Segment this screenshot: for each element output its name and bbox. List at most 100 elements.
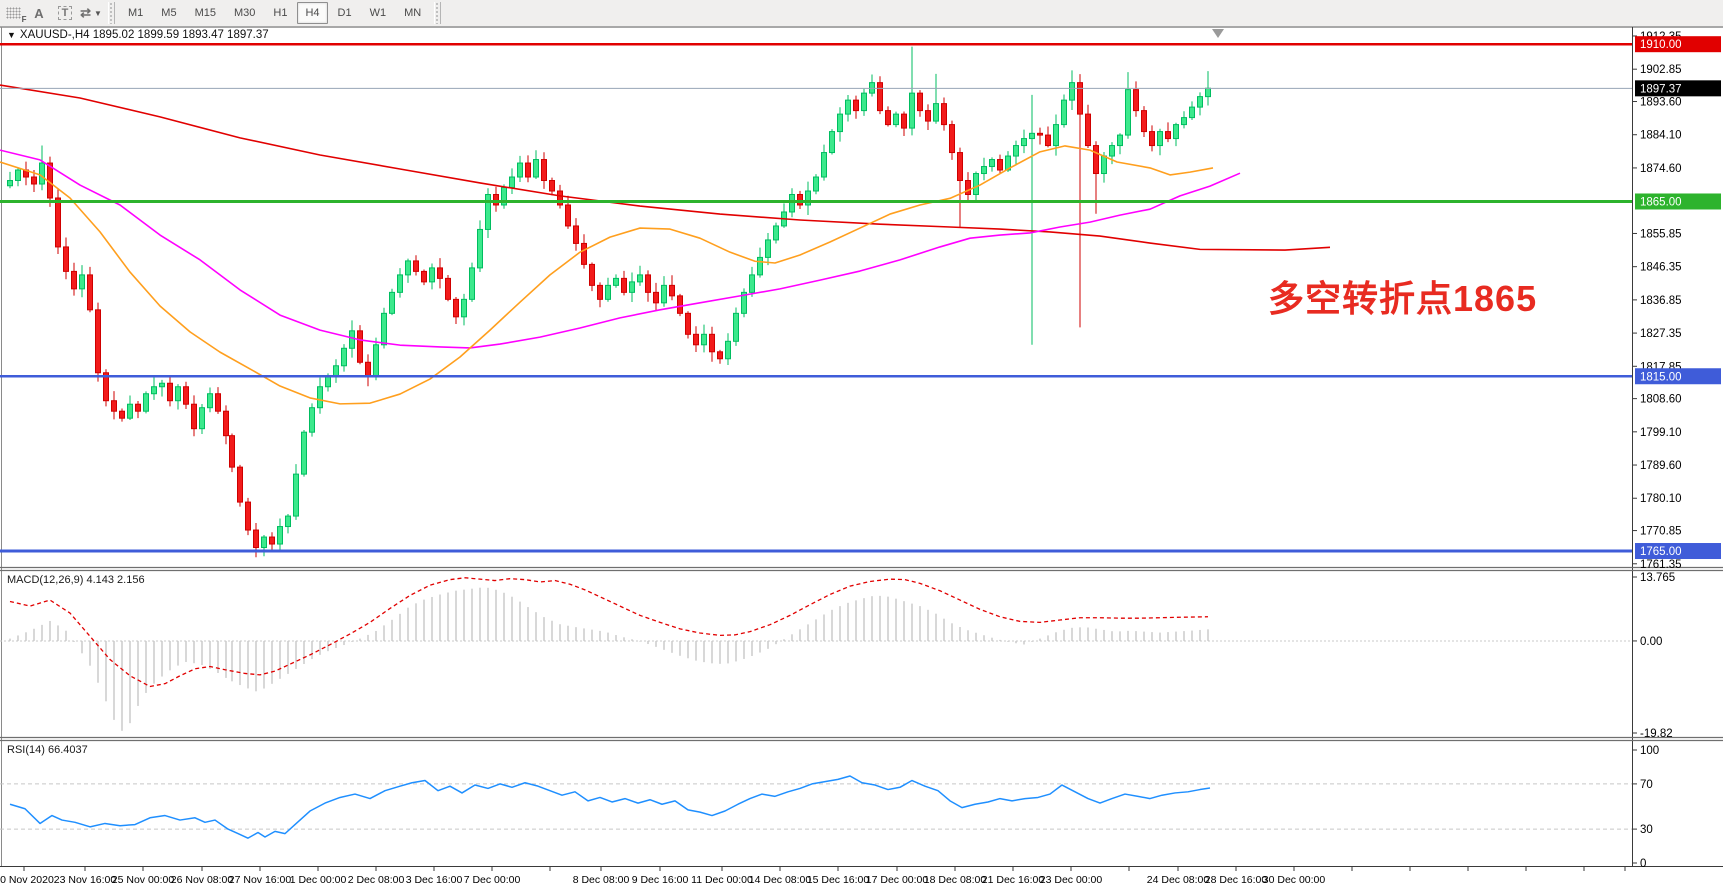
timeframe-button-m30[interactable]: M30 [233,7,256,19]
timeframe-button-h4[interactable]: H4 [297,2,328,24]
candle [757,256,763,276]
moving-averages [0,84,1331,405]
candle [853,99,859,112]
horizontal-lines [0,42,1632,553]
candle [597,284,603,300]
svg-text:1 Dec 00:00: 1 Dec 00:00 [290,874,347,886]
candle [813,176,819,192]
candle [1093,145,1099,175]
price-badge-1765.00: 1765.00 [1635,543,1721,560]
candle [1013,145,1019,157]
candle [437,267,443,279]
candle [989,159,995,168]
candle [789,193,795,213]
candle [245,501,251,531]
candle [885,110,891,126]
candle [941,103,947,126]
candle [1109,145,1115,157]
timeframe-button-h1[interactable]: H1 [273,7,288,19]
timeframe-button-m15[interactable]: M15 [194,7,216,19]
svg-text:0.00: 0.00 [1640,636,1662,648]
candle [55,197,61,248]
candle [485,193,491,230]
candle [191,403,197,430]
candle [261,536,267,549]
candle [199,407,205,430]
candle [445,277,451,300]
svg-text:1765.00: 1765.00 [1640,546,1682,558]
svg-text:1884.10: 1884.10 [1640,130,1682,142]
timeframe-button-m1[interactable]: M1 [128,7,144,19]
svg-text:1874.60: 1874.60 [1640,163,1682,175]
candle [71,270,77,290]
candle [63,246,69,272]
candle [373,344,379,377]
indicator-grid-f-icon[interactable]: F [1,3,27,24]
candle [119,410,125,419]
candle [1045,134,1051,147]
toolbar-separator [434,2,442,24]
svg-text:20 Nov 2020: 20 Nov 2020 [0,874,54,886]
candle [1125,89,1131,136]
svg-text:1893.60: 1893.60 [1640,97,1682,109]
candle [175,386,181,402]
chart-shift-marker-icon[interactable] [1212,29,1224,38]
cursor-mode-icon[interactable]: ⇄ ▼ [80,5,102,20]
svg-text:27 Nov 16:00: 27 Nov 16:00 [229,874,292,886]
svg-text:1846.35: 1846.35 [1640,262,1682,274]
candle [357,330,363,363]
text-label-icon[interactable]: T [53,3,77,23]
candle [981,166,987,175]
svg-text:21 Dec 16:00: 21 Dec 16:00 [982,874,1045,886]
svg-text:23 Nov 16:00: 23 Nov 16:00 [54,874,117,886]
candle [429,267,435,283]
svg-text:-19.82: -19.82 [1640,728,1673,740]
candle [1061,99,1067,126]
candle [1085,113,1091,147]
chart-title[interactable]: ▼ XAUUSD-,H4 1895.02 1899.59 1893.47 1897… [7,29,269,41]
candle [901,113,907,129]
candle [1037,132,1043,136]
candle [741,291,747,314]
timeframe-button-mn[interactable]: MN [404,7,422,19]
timeframe-button-w1[interactable]: W1 [369,7,387,19]
candle [1133,89,1139,112]
svg-text:1780.10: 1780.10 [1640,493,1682,505]
ma-orange-line [0,145,1214,405]
timeframe-button-m5[interactable]: M5 [161,7,177,19]
svg-text:9 Dec 16:00: 9 Dec 16:00 [632,874,689,886]
chevron-down-icon: ▼ [7,30,16,40]
candle [621,277,627,293]
candle [341,347,347,367]
chevron-down-icon: ▼ [93,8,102,18]
candle [1117,134,1123,147]
candle [829,131,835,154]
candle [269,536,275,545]
candle [405,260,411,276]
svg-text:25 Nov 00:00: 25 Nov 00:00 [112,874,175,886]
candle [749,274,755,293]
candle [509,176,515,189]
candle [293,473,299,517]
svg-text:13.765: 13.765 [1640,572,1675,584]
candle [733,312,739,342]
candle [893,113,899,126]
timeframe-buttons: M1 M5 M15 M30 H1 H4 D1 W1 MN [119,2,430,24]
timeframe-button-d1[interactable]: D1 [337,7,352,19]
candle [413,260,419,272]
svg-text:24 Dec 08:00: 24 Dec 08:00 [1147,874,1210,886]
candle [573,225,579,244]
candle [127,403,133,419]
svg-text:1815.00: 1815.00 [1640,371,1682,383]
candle [1141,110,1147,133]
rsi-line [9,775,1211,839]
candle [365,361,371,377]
candle [1005,155,1011,171]
candle [773,225,779,241]
candle [1165,131,1171,140]
text-annotation-icon[interactable]: A [34,5,44,21]
candle [565,204,571,227]
svg-text:1770.85: 1770.85 [1640,526,1682,538]
